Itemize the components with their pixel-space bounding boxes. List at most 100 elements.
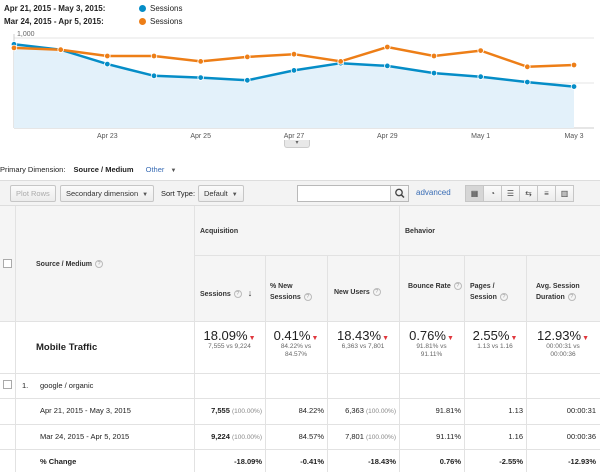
- column-header-new-sessions[interactable]: % New Sessions?: [270, 281, 325, 303]
- secondary-dimension-dropdown[interactable]: Secondary dimension ▼: [60, 185, 155, 202]
- new-users-value: 6,363: [345, 406, 364, 415]
- data-point: [150, 52, 158, 60]
- segment-sessions-compare: 7,555 vs 9,224: [208, 343, 251, 350]
- primary-dimension-other-link[interactable]: Other ▼: [146, 165, 177, 174]
- data-point: [524, 63, 531, 70]
- sort-down-arrow-icon: ↓: [247, 288, 253, 298]
- period-current-duration: 00:00:31: [566, 406, 596, 415]
- data-point: [337, 58, 344, 65]
- data-point: [104, 60, 111, 68]
- help-icon[interactable]: ?: [499, 293, 508, 302]
- column-header-label: Source / Medium: [36, 260, 93, 268]
- plot-rows-button[interactable]: Plot Rows: [10, 185, 56, 202]
- x-tick-label: Apr 23: [97, 133, 118, 140]
- other-label: Other: [145, 165, 165, 174]
- data-point: [57, 46, 64, 53]
- chevron-down-icon: ▼: [231, 192, 238, 198]
- column-header-pages-session[interactable]: Pages / Session?: [470, 281, 522, 303]
- data-point: [244, 53, 251, 61]
- period-current-new-sessions: 84.22%: [298, 406, 324, 415]
- change-sessions: -18.09%: [234, 457, 262, 466]
- sessions-share: (100.00%): [232, 434, 262, 441]
- period-previous-pages: 1.16: [508, 432, 523, 441]
- segment-name: Mobile Traffic: [36, 342, 98, 353]
- column-header-new-users[interactable]: New Users?: [334, 288, 381, 296]
- change-new-users: -18.43%: [368, 457, 396, 466]
- help-icon[interactable]: ?: [303, 293, 312, 302]
- period-previous-bounce: 91.11%: [436, 432, 461, 441]
- column-header-label: Pages / Session: [470, 283, 497, 301]
- data-point: [290, 51, 298, 58]
- help-icon[interactable]: ?: [567, 293, 576, 302]
- primary-dimension-current: Source / Medium: [73, 165, 134, 174]
- performance-view-icon[interactable]: ☰: [501, 185, 520, 202]
- data-table-view-icon[interactable]: ▦: [465, 185, 484, 202]
- segment-bounce-cell: 0.76%▼ 91.81% vs 91.11%: [399, 328, 464, 359]
- column-header-label: Bounce Rate: [408, 283, 451, 290]
- column-header-label: % New Sessions: [270, 283, 301, 301]
- comparison-view-icon[interactable]: ⇆: [519, 185, 538, 202]
- x-tick-label: May 1: [471, 133, 490, 140]
- term-cloud-view-icon[interactable]: ≡: [537, 185, 556, 202]
- change-duration: -12.93%: [568, 457, 596, 466]
- column-header-label: Avg. Session Duration: [536, 283, 580, 301]
- legend-dot-current: [139, 5, 146, 12]
- column-header-source-medium[interactable]: Source / Medium?: [36, 260, 104, 268]
- data-point: [477, 47, 484, 54]
- segment-new-users-change: 18.43%: [336, 328, 382, 343]
- period-previous-new-users: 7,801 (100.00%): [329, 432, 396, 441]
- segment-duration-cell: 12.93%▼ 00:00:31 vs 00:00:36: [526, 328, 600, 359]
- sessions-value: 9,224: [211, 432, 230, 441]
- data-point: [384, 62, 391, 70]
- segment-new-sessions-compare-2: 84.57%: [284, 351, 308, 358]
- help-icon[interactable]: ?: [233, 290, 242, 299]
- legend-dot-previous: [139, 18, 146, 25]
- legend-range-previous: Mar 24, 2015 - Apr 5, 2015:: [4, 17, 104, 26]
- segment-bounce-compare-2: 91.11%: [420, 351, 443, 358]
- data-point: [244, 77, 251, 84]
- help-icon[interactable]: ?: [95, 260, 104, 268]
- row-dimension-link[interactable]: google / organic: [40, 381, 94, 390]
- table-toolbar: Plot Rows Secondary dimension ▼ Sort Type…: [0, 180, 600, 206]
- chart-collapse-toggle[interactable]: ▾: [284, 140, 310, 148]
- data-point: [197, 58, 204, 65]
- pie-chart-view-icon[interactable]: ◔: [483, 185, 502, 202]
- column-header-bounce-rate[interactable]: Bounce Rate?: [408, 281, 463, 292]
- segment-sessions-cell: 18.09%▼ 7,555 vs 9,224: [194, 328, 265, 351]
- row-checkbox[interactable]: [3, 380, 12, 389]
- column-header-sessions[interactable]: Sessions? ↓: [200, 288, 253, 299]
- help-icon[interactable]: ?: [453, 282, 462, 291]
- data-point: [570, 61, 578, 69]
- sort-type-label: Sort Type:: [161, 189, 196, 198]
- help-icon[interactable]: ?: [372, 288, 381, 296]
- search-button[interactable]: [390, 186, 408, 201]
- sort-type-dropdown[interactable]: Default ▼: [198, 185, 244, 202]
- segment-pages-change: 2.55%: [472, 328, 510, 343]
- period-label-previous: Mar 24, 2015 - Apr 5, 2015: [40, 432, 130, 441]
- period-current-pages: 1.13: [508, 406, 523, 415]
- x-tick-label: Apr 27: [284, 133, 305, 140]
- down-arrow-icon: ▼: [582, 335, 590, 342]
- segment-bounce-compare-1: 91.81% vs: [416, 343, 447, 350]
- table-search-input[interactable]: [297, 185, 409, 202]
- data-point: [10, 44, 18, 52]
- advanced-filter-link[interactable]: advanced: [416, 188, 451, 197]
- secondary-dimension-label: Secondary dimension: [66, 189, 139, 198]
- pivot-view-icon[interactable]: ▥: [555, 185, 574, 202]
- down-arrow-icon: ▼: [311, 335, 319, 342]
- search-icon: [395, 188, 405, 199]
- sessions-value: 7,555: [211, 406, 230, 415]
- period-current-new-users: 6,363 (100.00%): [329, 406, 396, 415]
- column-header-label: Sessions: [200, 291, 231, 298]
- primary-dimension-bar: Primary Dimension: Source / Medium Other…: [0, 165, 176, 174]
- data-point: [477, 73, 484, 80]
- data-point: [570, 83, 578, 90]
- data-point: [430, 69, 438, 77]
- change-pages: -2.55%: [499, 457, 523, 466]
- column-header-avg-session-duration[interactable]: Avg. Session Duration?: [536, 281, 598, 303]
- period-label-current: Apr 21, 2015 - May 3, 2015: [40, 406, 131, 415]
- new-users-share: (100.00%): [366, 434, 396, 441]
- select-all-checkbox[interactable]: [3, 259, 12, 268]
- period-previous-sessions: 9,224 (100.00%): [196, 432, 262, 441]
